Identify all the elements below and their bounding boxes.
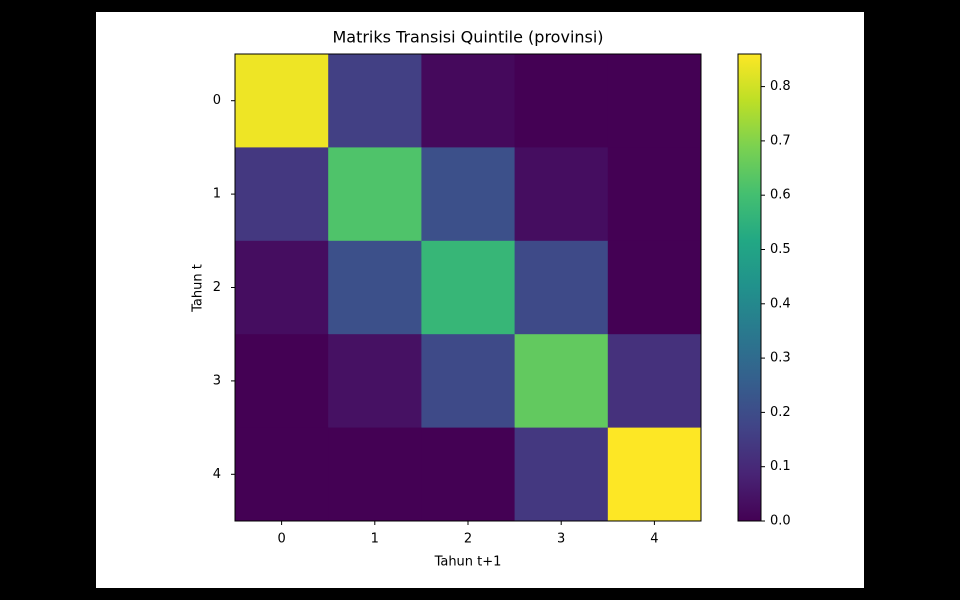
colorbar-tick-label: 0.4 — [770, 296, 791, 311]
heatmap-cell — [235, 427, 329, 522]
colorbar-tick-label: 0.2 — [770, 405, 791, 420]
heatmap-cell — [421, 240, 516, 335]
colorbar-tick-label: 0.1 — [770, 459, 791, 474]
heatmap-cell — [328, 54, 422, 148]
y-tick-label: 0 — [213, 93, 221, 108]
y-axis-label: Tahun t — [191, 264, 206, 313]
heatmap-cell — [514, 240, 609, 335]
colorbar-tick-label: 0.6 — [770, 188, 791, 203]
chart-title: Matriks Transisi Quintile (provinsi) — [332, 28, 603, 47]
heatmap-cell — [421, 334, 516, 429]
y-tick-label: 2 — [213, 280, 221, 295]
heatmap-cell — [607, 147, 702, 242]
heatmap-cell — [328, 147, 422, 242]
x-tick-label: 1 — [371, 532, 379, 547]
colorbar-tick-label: 0.8 — [770, 79, 791, 94]
heatmap-cell — [607, 427, 702, 522]
heatmap-cell — [607, 54, 702, 148]
heatmap-cell — [235, 147, 329, 242]
heatmap-cell — [514, 54, 609, 148]
heatmap-cell — [514, 334, 609, 429]
heatmap-cell — [421, 427, 516, 522]
colorbar-tick-label: 0.0 — [770, 514, 791, 529]
heatmap-cell — [421, 147, 516, 242]
colorbar-tick-label: 0.3 — [770, 351, 791, 366]
heatmap-cell — [328, 240, 422, 335]
x-tick-label: 4 — [650, 532, 658, 547]
heatmap-cell — [421, 54, 516, 148]
colorbar — [737, 53, 762, 522]
heatmap-cell — [514, 427, 609, 522]
heatmap-cell — [514, 147, 609, 242]
heatmap-cell — [235, 54, 329, 148]
heatmap-cell — [607, 240, 702, 335]
y-tick-label: 3 — [213, 373, 221, 388]
heatmap-cell — [328, 427, 422, 522]
heatmap-cell — [607, 334, 702, 429]
y-tick-label: 4 — [213, 467, 221, 482]
x-tick-label: 3 — [557, 532, 565, 547]
heatmap-cell — [328, 334, 422, 429]
x-tick-label: 2 — [464, 532, 472, 547]
x-tick-label: 0 — [277, 532, 285, 547]
heatmap-cell — [235, 240, 329, 335]
heatmap-cell — [235, 334, 329, 429]
colorbar-tick-label: 0.5 — [770, 242, 791, 257]
y-tick-label: 1 — [213, 187, 221, 202]
x-axis-label: Tahun t+1 — [434, 555, 502, 570]
colorbar-tick-label: 0.7 — [770, 133, 791, 148]
